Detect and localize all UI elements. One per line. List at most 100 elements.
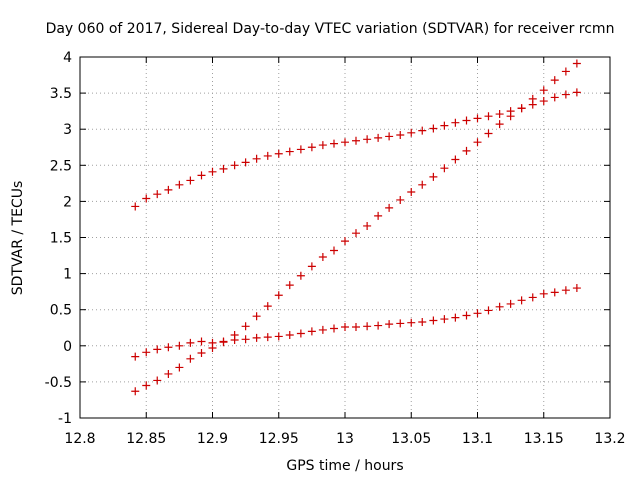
data-point-upper [197, 171, 206, 180]
data-point-middle [197, 349, 206, 358]
y-tick-label: 4 [63, 50, 72, 66]
data-point-lower [330, 324, 339, 333]
data-point-lower [484, 306, 493, 315]
data-point-lower [341, 323, 349, 332]
data-point-upper [351, 136, 360, 145]
data-point-upper [495, 110, 504, 119]
data-point-upper [539, 97, 548, 106]
data-point-middle [550, 76, 559, 85]
data-point-middle [418, 180, 427, 189]
data-point-middle [341, 237, 349, 246]
data-point-middle [528, 94, 537, 103]
data-point-lower [495, 302, 504, 311]
data-point-middle [263, 302, 272, 311]
data-point-middle [462, 146, 471, 155]
data-point-lower [252, 333, 261, 342]
y-axis-label: SDTVAR / TECUs [10, 181, 26, 296]
data-point-middle [396, 195, 405, 204]
x-tick-label: 12.85 [126, 431, 166, 447]
data-point-lower [462, 311, 471, 320]
data-point-lower [517, 296, 526, 305]
chart-title: Day 060 of 2017, Sidereal Day-to-day VTE… [46, 21, 615, 37]
data-point-upper [385, 132, 394, 141]
data-point-middle [572, 59, 581, 68]
data-point-lower [175, 341, 184, 350]
data-point-lower [307, 327, 316, 336]
data-point-middle [495, 120, 504, 129]
data-point-middle [473, 138, 482, 147]
data-point-upper [374, 133, 383, 142]
data-point-middle [451, 155, 460, 164]
data-point-upper [418, 126, 427, 135]
data-point-upper [164, 185, 173, 194]
data-point-upper [263, 151, 272, 160]
y-tick-label: 2.5 [50, 158, 72, 174]
data-point-upper [341, 138, 349, 147]
data-point-lower [528, 293, 537, 302]
data-point-upper [296, 145, 305, 154]
data-point-lower [550, 288, 559, 297]
x-tick-label: 13.05 [391, 431, 431, 447]
data-point-middle [517, 104, 526, 113]
data-point-middle [307, 262, 316, 271]
x-tick-labels: 12.8 12.85 12.9 12.95 13 13.05 13.1 13.15 13.2 [64, 431, 625, 447]
data-point-upper [230, 161, 239, 170]
data-point-upper [363, 135, 372, 144]
data-point-middle [407, 188, 416, 197]
data-point-middle [285, 281, 294, 290]
data-point-middle [440, 164, 449, 173]
data-point-lower [230, 336, 239, 345]
data-point-middle [186, 354, 195, 363]
data-point-middle [153, 376, 162, 385]
data-point-upper [274, 149, 283, 158]
data-point-lower [506, 299, 515, 308]
data-point-lower [263, 333, 272, 342]
data-point-middle [385, 203, 394, 212]
data-point-upper [396, 130, 405, 139]
data-point-middle [131, 387, 140, 396]
data-point-upper [307, 143, 316, 152]
data-point-lower [131, 352, 140, 361]
data-point-lower [285, 330, 294, 339]
data-point-lower [164, 343, 173, 352]
data-point-lower [418, 317, 427, 326]
data-point-middle [164, 369, 173, 378]
data-point-lower [197, 337, 206, 346]
data-point-lower [561, 286, 570, 295]
data-point-lower [572, 284, 581, 293]
data-point-upper [131, 202, 140, 211]
y-tick-labels: -1 -0.5 0 0.5 1 1.5 2 2.5 3 3.5 4 [45, 50, 72, 427]
data-point-lower [429, 316, 438, 325]
data-point-middle [363, 221, 372, 230]
data-point-lower [473, 309, 482, 318]
data-point-middle [142, 381, 151, 390]
y-tick-label: -1 [58, 411, 72, 427]
plot-frame [79, 56, 611, 419]
data-point-middle [175, 363, 184, 372]
data-point-lower [142, 348, 151, 357]
y-tick-label: 0 [63, 339, 72, 355]
data-point-upper [241, 158, 250, 167]
data-point-lower [274, 332, 283, 341]
data-point-lower [318, 325, 327, 334]
data-point-middle [506, 112, 515, 121]
y-tick-label: 0.5 [50, 303, 72, 319]
data-point-middle [374, 211, 383, 220]
data-point-upper [153, 190, 162, 199]
x-tick-label: 12.9 [197, 431, 228, 447]
data-point-lower [451, 313, 460, 322]
data-point-lower [374, 321, 383, 330]
data-point-lower [219, 337, 228, 346]
data-points [131, 59, 581, 396]
y-tick-label: 2 [63, 194, 72, 210]
data-point-upper [175, 180, 184, 189]
y-tick-label: 3 [63, 122, 72, 138]
data-point-upper [451, 118, 460, 127]
data-point-middle [429, 172, 438, 181]
y-tick-label: 1 [63, 267, 72, 283]
data-point-middle [351, 229, 360, 238]
data-point-lower [363, 322, 372, 331]
x-axis-label: GPS time / hours [286, 458, 403, 474]
data-point-upper [484, 112, 493, 121]
data-point-middle [539, 86, 548, 95]
